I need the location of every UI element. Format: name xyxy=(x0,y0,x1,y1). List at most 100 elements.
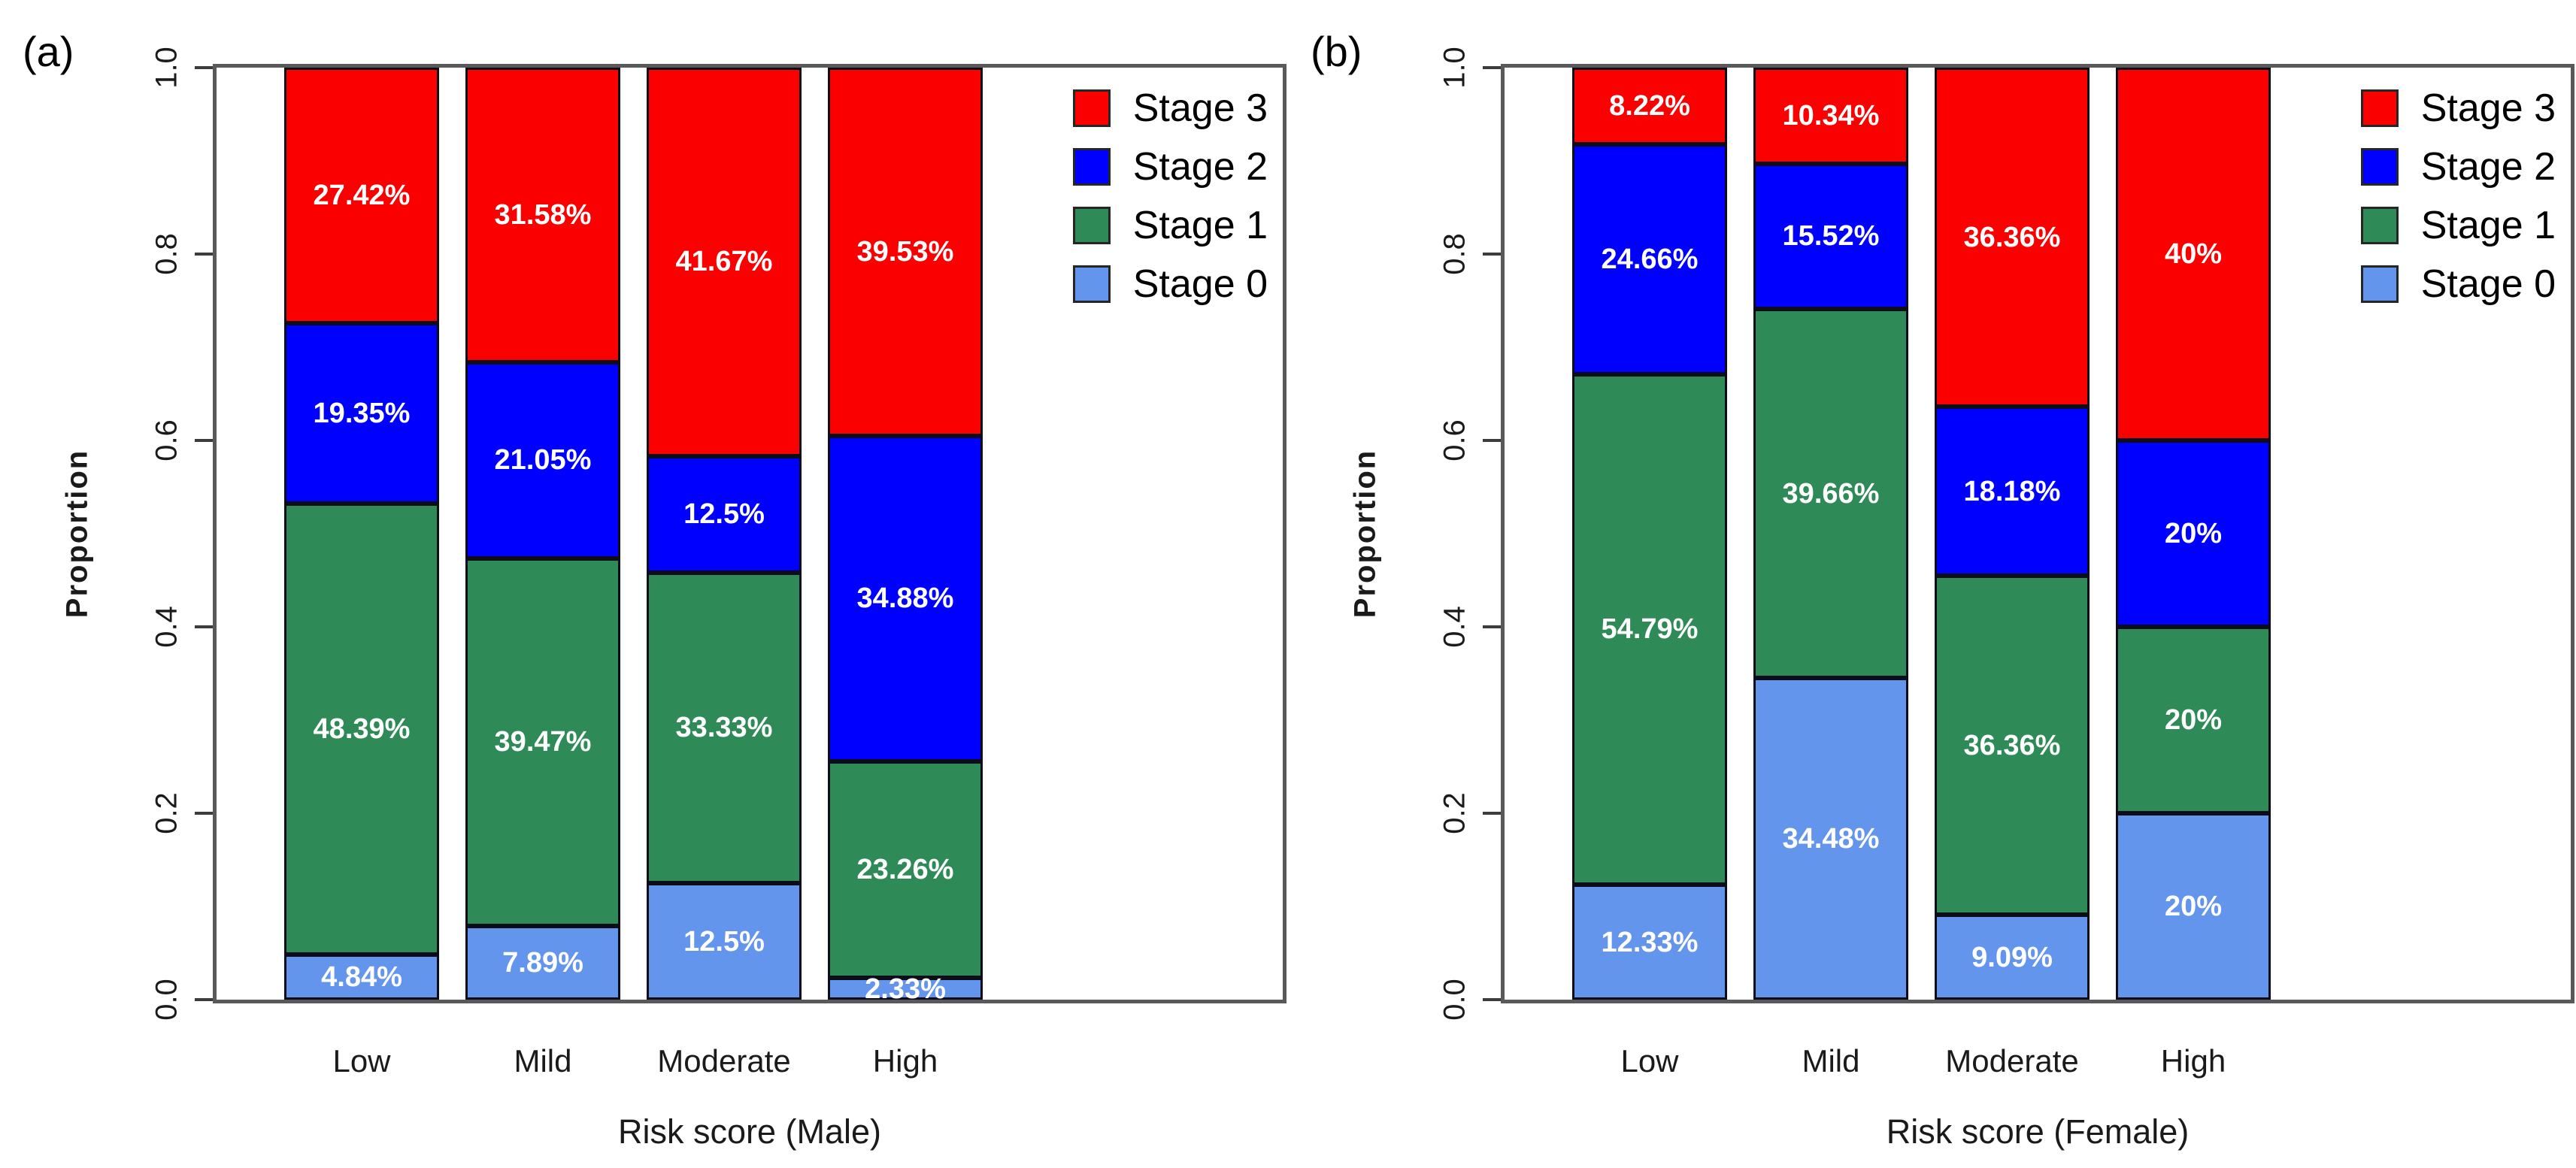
bar-segment-stage-2: 18.18% xyxy=(1935,407,2090,576)
bar-segment-value-label: 31.58% xyxy=(494,198,592,231)
bar-segment-value-label: 20% xyxy=(2164,518,2223,549)
y-axis-tick xyxy=(1483,253,1501,256)
bar-segment-value-label: 21.05% xyxy=(494,444,592,477)
y-axis-tick xyxy=(195,625,213,628)
y-axis-tick-label: 1.0 xyxy=(1438,47,1471,89)
panel-tag-label: (a) xyxy=(23,28,74,75)
bar-segment-value-label: 34.88% xyxy=(856,582,954,615)
y-axis-tick xyxy=(195,812,213,815)
bar-segment-stage-0: 12.5% xyxy=(647,883,802,1000)
bar-segment-stage-2: 15.52% xyxy=(1753,164,1908,309)
legend-row: Stage 3 xyxy=(2360,86,2556,131)
bar-mild: 34.48% 39.66% 15.52% 10.34% xyxy=(1753,68,1908,1000)
x-axis-category-label: High xyxy=(872,1043,938,1079)
bar-segment-value-label: 40% xyxy=(2164,238,2223,270)
legend-row: Stage 2 xyxy=(1072,144,1268,189)
x-axis-category-label: Mild xyxy=(1802,1043,1860,1079)
x-axis-category-label: Moderate xyxy=(1945,1043,2079,1079)
y-axis-tick xyxy=(1483,439,1501,442)
bar-segment-stage-1: 20% xyxy=(2116,627,2271,813)
y-axis-tick xyxy=(1483,998,1501,1001)
bar-segment-stage-1: 54.79% xyxy=(1572,374,1727,885)
legend-row: Stage 3 xyxy=(1072,86,1268,131)
bar-segment-value-label: 41.67% xyxy=(675,246,773,278)
bar-mild: 7.89% 39.47% 21.05% 31.58% xyxy=(465,68,620,1000)
x-axis-category-label: Low xyxy=(332,1043,391,1079)
bar-segment-stage-0: 4.84% xyxy=(284,954,439,1000)
x-axis-category-label: Low xyxy=(1620,1043,1679,1079)
bar-segment-value-label: 15.52% xyxy=(1782,220,1880,253)
y-axis-tick-label: 0.8 xyxy=(150,233,183,275)
legend-swatch-stage-3 xyxy=(2360,89,2399,127)
y-axis-tick-label: 0.8 xyxy=(1438,233,1471,275)
bar-segment-value-label: 34.48% xyxy=(1782,823,1880,855)
bar-segment-value-label: 24.66% xyxy=(1601,243,1699,275)
plot-area: 12.33% 54.79% 24.66% 8.22% 34.48% 39.66% 15.52… xyxy=(1501,64,2574,1003)
bar-segment-value-label: 4.84% xyxy=(321,961,402,993)
bar-segment-stage-1: 48.39% xyxy=(284,503,439,955)
bar-segment-value-label: 39.66% xyxy=(1782,477,1880,510)
legend-swatch-stage-2 xyxy=(2360,148,2399,186)
panel-b: (b) 12.33% 54.79% 24.66% 8.22% 34.48% 39.66% 15… xyxy=(1288,0,2576,1168)
legend-swatch-stage-1 xyxy=(2360,207,2399,244)
bar-segment-stage-3: 39.53% xyxy=(828,68,983,437)
bar-segment-value-label: 9.09% xyxy=(1971,941,2053,973)
bar-segment-stage-0: 20% xyxy=(2116,813,2271,1000)
y-axis-tick xyxy=(195,998,213,1001)
y-axis-tick-label: 0.0 xyxy=(150,979,183,1021)
bar-segment-stage-1: 39.66% xyxy=(1753,308,1908,679)
bar-segment-value-label: 12.33% xyxy=(1601,926,1699,958)
bar-segment-value-label: 23.26% xyxy=(856,853,954,885)
bar-segment-value-label: 54.79% xyxy=(1601,613,1699,646)
bar-moderate: 9.09% 36.36% 18.18% 36.36% xyxy=(1935,68,2090,1000)
bar-segment-stage-1: 39.47% xyxy=(465,558,620,927)
bar-segment-value-label: 39.47% xyxy=(494,726,592,758)
legend-row: Stage 1 xyxy=(1072,203,1268,248)
bar-segment-stage-2: 34.88% xyxy=(828,436,983,761)
legend-label: Stage 2 xyxy=(2420,145,2556,189)
bar-segment-stage-3: 10.34% xyxy=(1753,68,1908,165)
bar-segment-stage-1: 36.36% xyxy=(1935,576,2090,915)
y-axis-tick-label: 0.2 xyxy=(150,792,183,834)
bar-moderate: 12.5% 33.33% 12.5% 41.67% xyxy=(647,68,802,1000)
y-axis-tick xyxy=(195,66,213,69)
y-axis-title: Proportion xyxy=(1348,449,1382,619)
bar-segment-stage-0: 34.48% xyxy=(1753,678,1908,1000)
legend-label: Stage 2 xyxy=(1132,145,1268,189)
bar-segment-stage-0: 9.09% xyxy=(1935,915,2090,1000)
x-axis-title: Risk score (Male) xyxy=(617,1112,882,1151)
legend-row: Stage 0 xyxy=(2360,262,2556,307)
y-axis-tick-label: 0.2 xyxy=(1438,792,1471,834)
bar-segment-stage-2: 21.05% xyxy=(465,362,620,558)
y-axis-tick xyxy=(195,439,213,442)
bar-segment-stage-0: 12.33% xyxy=(1572,885,1727,1000)
bar-segment-value-label: 8.22% xyxy=(1609,89,1690,122)
bar-segment-stage-0: 7.89% xyxy=(465,926,620,1000)
y-axis-tick-label: 0.6 xyxy=(150,419,183,461)
legend-label: Stage 3 xyxy=(1132,86,1268,130)
bar-segment-value-label: 2.33% xyxy=(865,973,946,1005)
bar-segment-value-label: 20% xyxy=(2164,704,2223,736)
bar-segment-value-label: 12.5% xyxy=(683,925,765,958)
bar-segment-value-label: 36.36% xyxy=(1963,729,2061,761)
bar-low: 12.33% 54.79% 24.66% 8.22% xyxy=(1572,68,1727,1000)
legend-swatch-stage-2 xyxy=(1072,148,1111,186)
x-axis-title: Risk score (Female) xyxy=(1886,1112,2190,1151)
bar-segment-value-label: 10.34% xyxy=(1782,100,1880,132)
bar-segment-stage-3: 40% xyxy=(2116,68,2271,440)
bar-segment-value-label: 33.33% xyxy=(675,712,773,744)
legend-label: Stage 0 xyxy=(1132,262,1268,306)
panel-tag-label: (b) xyxy=(1311,28,1362,75)
y-axis-tick xyxy=(1483,66,1501,69)
y-axis-tick-label: 0.4 xyxy=(1438,606,1471,648)
y-axis-tick-label: 0.6 xyxy=(1438,419,1471,461)
y-axis-title: Proportion xyxy=(60,449,94,619)
bar-segment-stage-3: 36.36% xyxy=(1935,68,2090,407)
bar-segment-stage-3: 31.58% xyxy=(465,68,620,362)
bar-segment-value-label: 7.89% xyxy=(502,947,583,979)
bar-segment-stage-0: 2.33% xyxy=(828,973,983,1005)
x-axis-category-label: Mild xyxy=(514,1043,572,1079)
y-axis-tick xyxy=(1483,625,1501,628)
panel-a: (a) 4.84% 48.39% 19.35% 27.42% 7.89% 39.47% 21.… xyxy=(23,28,1286,1151)
